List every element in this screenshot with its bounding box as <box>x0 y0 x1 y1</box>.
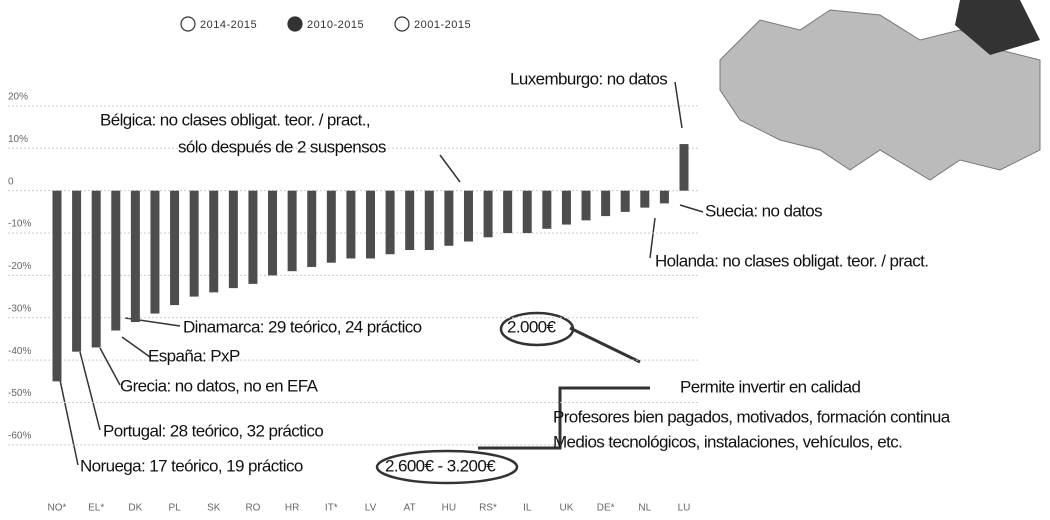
x-tick-label: HU <box>442 503 456 514</box>
arrow <box>440 155 460 182</box>
arrow <box>100 348 120 385</box>
bar <box>386 191 395 255</box>
bar <box>92 191 101 348</box>
bar <box>268 191 277 276</box>
annotation: Medios tecnológicos, instalaciones, vehí… <box>553 432 902 451</box>
annotation: 2.600€ - 3.200€ <box>385 456 496 475</box>
y-tick-label: 10% <box>8 134 28 145</box>
radio-button[interactable] <box>288 17 302 31</box>
arrow <box>122 337 150 357</box>
y-tick-label: -10% <box>8 219 31 230</box>
annotation: Profesores bien pagados, motivados, form… <box>553 407 951 426</box>
y-tick-label: 0 <box>8 176 14 187</box>
bar <box>503 191 512 233</box>
bar <box>307 191 316 267</box>
x-tick-label: HR <box>285 503 299 514</box>
bar <box>444 191 453 246</box>
bar <box>170 191 179 305</box>
bar <box>562 191 571 225</box>
bar <box>190 191 199 297</box>
annotation: Noruega: 17 teórico, 19 práctico <box>80 456 303 475</box>
arrow <box>80 352 100 430</box>
x-tick-label: LV <box>365 503 377 514</box>
y-tick-label: -50% <box>8 388 31 399</box>
bar <box>327 191 336 263</box>
page: 2014-2015 2010-2015 2001-2015 20% 10% 0 -10% -2… <box>0 0 1050 520</box>
annotation: Grecia: no datos, no en EFA <box>120 376 319 395</box>
bar <box>523 191 532 233</box>
annotation: Suecia: no datos <box>705 201 822 220</box>
annotation: Holanda: no clases obligat. teor. / prac… <box>655 251 928 270</box>
bar <box>111 191 120 331</box>
x-tick-label: RS* <box>479 503 497 514</box>
x-tick-label: PL <box>168 503 181 514</box>
bar <box>405 191 414 250</box>
arrow <box>675 82 682 128</box>
x-tick-label: UK <box>559 503 573 514</box>
map <box>720 0 1040 180</box>
bar <box>346 191 355 259</box>
bar <box>680 144 689 191</box>
x-tick-label: NO* <box>48 503 67 514</box>
x-tick-label: LU <box>678 503 691 514</box>
y-tick-label: -20% <box>8 261 31 272</box>
x-tick-label: SK <box>207 503 221 514</box>
annotation: España: PxP <box>148 346 240 365</box>
x-tick-label: EL* <box>88 503 104 514</box>
x-tick-label: NL <box>638 503 651 514</box>
bar <box>229 191 238 288</box>
annotation: 2.000€ <box>507 317 557 336</box>
x-tick-label: IL <box>523 503 532 514</box>
annotation: Luxemburgo: no datos <box>510 69 667 88</box>
x-tick-label: IT* <box>325 503 338 514</box>
radio-button[interactable] <box>181 17 195 31</box>
bar <box>150 191 159 314</box>
radio-label: 2014-2015 <box>200 19 257 31</box>
radio-label: 2010-2015 <box>307 19 364 31</box>
bar <box>601 191 610 216</box>
bar <box>72 191 81 352</box>
y-tick-label: -40% <box>8 346 31 357</box>
y-tick-label: -30% <box>8 303 31 314</box>
annotation: Bélgica: no clases obligat. teor. / prac… <box>100 110 370 129</box>
bar <box>660 191 669 204</box>
x-tick-label: AT <box>404 503 416 514</box>
annotation: Permite invertir en calidad <box>680 377 860 396</box>
bar <box>640 191 649 208</box>
arrow <box>680 205 703 212</box>
chart: 2014-2015 2010-2015 2001-2015 20% 10% 0 -10% -2… <box>0 0 1050 520</box>
y-tick-label: 20% <box>8 92 28 103</box>
annotation: Portugal: 28 teórico, 32 práctico <box>103 421 323 440</box>
x-tick-label: DE* <box>597 503 615 514</box>
bar <box>542 191 551 229</box>
x-tick-label: RO <box>245 503 260 514</box>
bar <box>464 191 473 242</box>
bar <box>484 191 493 238</box>
bar <box>425 191 434 250</box>
bar <box>53 191 62 382</box>
arrow <box>60 380 78 465</box>
annotation: sólo después de 2 suspensos <box>178 137 386 156</box>
annotation: Dinamarca: 29 teórico, 24 práctico <box>183 317 422 336</box>
bar <box>248 191 257 284</box>
bar <box>366 191 375 259</box>
bar <box>582 191 591 221</box>
y-tick-label: -60% <box>8 431 31 442</box>
radio-label: 2001-2015 <box>414 19 471 31</box>
radio-button[interactable] <box>395 17 409 31</box>
x-tick-label: DK <box>128 503 142 514</box>
bar <box>621 191 630 212</box>
bar <box>209 191 218 293</box>
bar <box>288 191 297 272</box>
arrow <box>570 328 640 362</box>
bar <box>131 191 140 322</box>
